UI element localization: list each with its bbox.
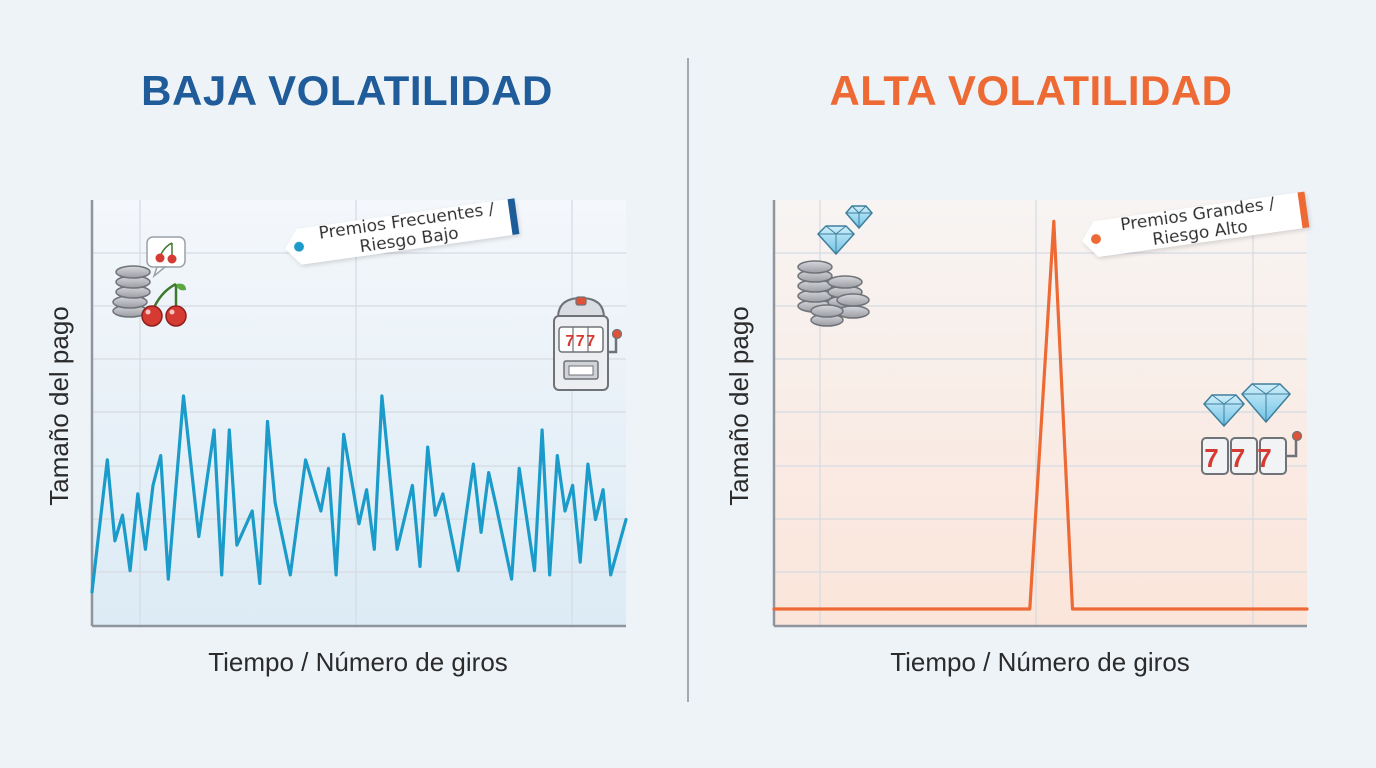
tag-dot-icon bbox=[1090, 234, 1101, 245]
right-x-axis-label: Tiempo / Número de giros bbox=[890, 647, 1190, 677]
diamonds-icon bbox=[1202, 383, 1292, 428]
left-y-axis-label: Tamaño del pago bbox=[44, 306, 74, 505]
diamond-icon bbox=[816, 205, 873, 256]
slot-machine-icon: 777 bbox=[553, 296, 623, 391]
right-y-axis-label: Tamaño del pago bbox=[724, 306, 754, 505]
slot-reel-digits: 777 bbox=[1204, 443, 1283, 473]
left-x-axis-label: Tiempo / Número de giros bbox=[208, 647, 508, 677]
cherry-icon bbox=[141, 282, 187, 327]
slot-reels-icon: 777 bbox=[1201, 430, 1303, 475]
coin-stacks-icon bbox=[797, 260, 870, 327]
right-panel: ALTA VOLATILIDAD Tamaño del pago Tiempo … bbox=[724, 67, 1310, 677]
tag-dot-icon bbox=[294, 241, 305, 252]
speech-bubble-icon bbox=[146, 236, 186, 279]
left-panel: BAJA VOLATILIDAD Tamaño del pago Tiempo … bbox=[44, 67, 628, 677]
right-panel-title: ALTA VOLATILIDAD bbox=[829, 67, 1232, 114]
left-panel-title: BAJA VOLATILIDAD bbox=[141, 67, 553, 114]
left-series-line bbox=[90, 394, 628, 594]
left-chart bbox=[90, 200, 628, 628]
slot-reel-digits: 777 bbox=[565, 333, 596, 350]
coin-stack-icon bbox=[112, 265, 151, 318]
right-series-line bbox=[772, 219, 1309, 611]
